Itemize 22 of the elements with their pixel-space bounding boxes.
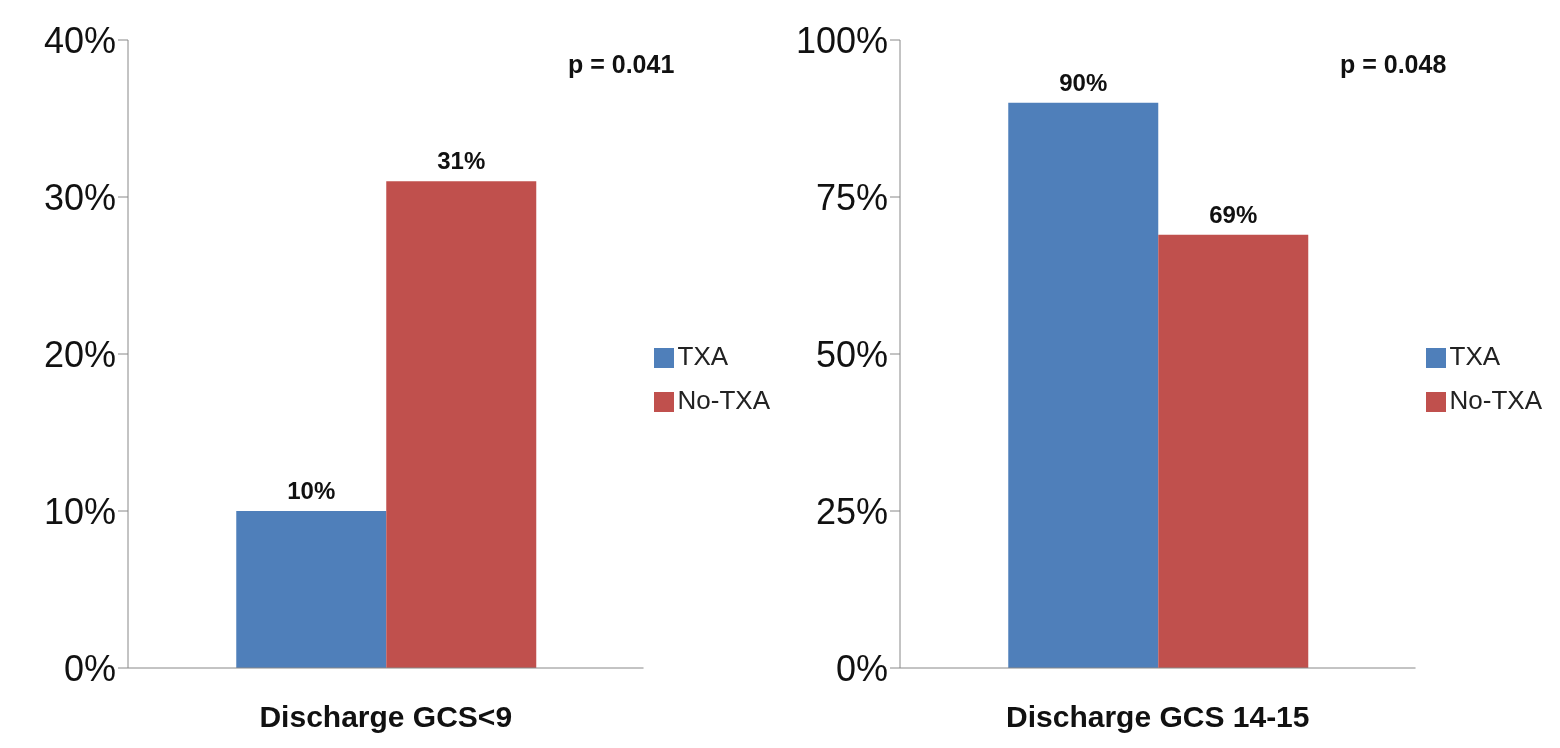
y-tick-label: 10%	[43, 490, 116, 532]
y-tick-label: 25%	[815, 490, 888, 532]
data-label: 31%	[437, 147, 486, 175]
y-tick-label: 20%	[43, 333, 116, 375]
text: p = 0.048	[1340, 50, 1447, 79]
y-tick-label: 40%	[43, 19, 116, 61]
legend-label: No-TXA	[1449, 385, 1542, 415]
data-label: 90%	[1059, 68, 1108, 96]
y-tick-label: 75%	[815, 176, 888, 218]
y-tick-label: 100%	[795, 19, 888, 61]
legend-label: No-TXA	[677, 385, 770, 415]
data-label: 10%	[287, 477, 336, 504]
x-tick-label: Discharge GCS 14-15	[1006, 700, 1310, 734]
data-label: 69%	[1209, 200, 1258, 228]
legend-label: TXA	[1449, 341, 1501, 371]
text: p = 0.041	[568, 50, 675, 79]
y-tick-label: 30%	[43, 176, 116, 218]
y-tick-label: 50%	[815, 333, 888, 375]
y-tick-label: 0%	[63, 647, 116, 689]
legend-label: TXA	[677, 341, 729, 371]
x-tick-label: Discharge GCS<9	[259, 700, 513, 734]
y-tick-label: 0%	[835, 647, 888, 689]
